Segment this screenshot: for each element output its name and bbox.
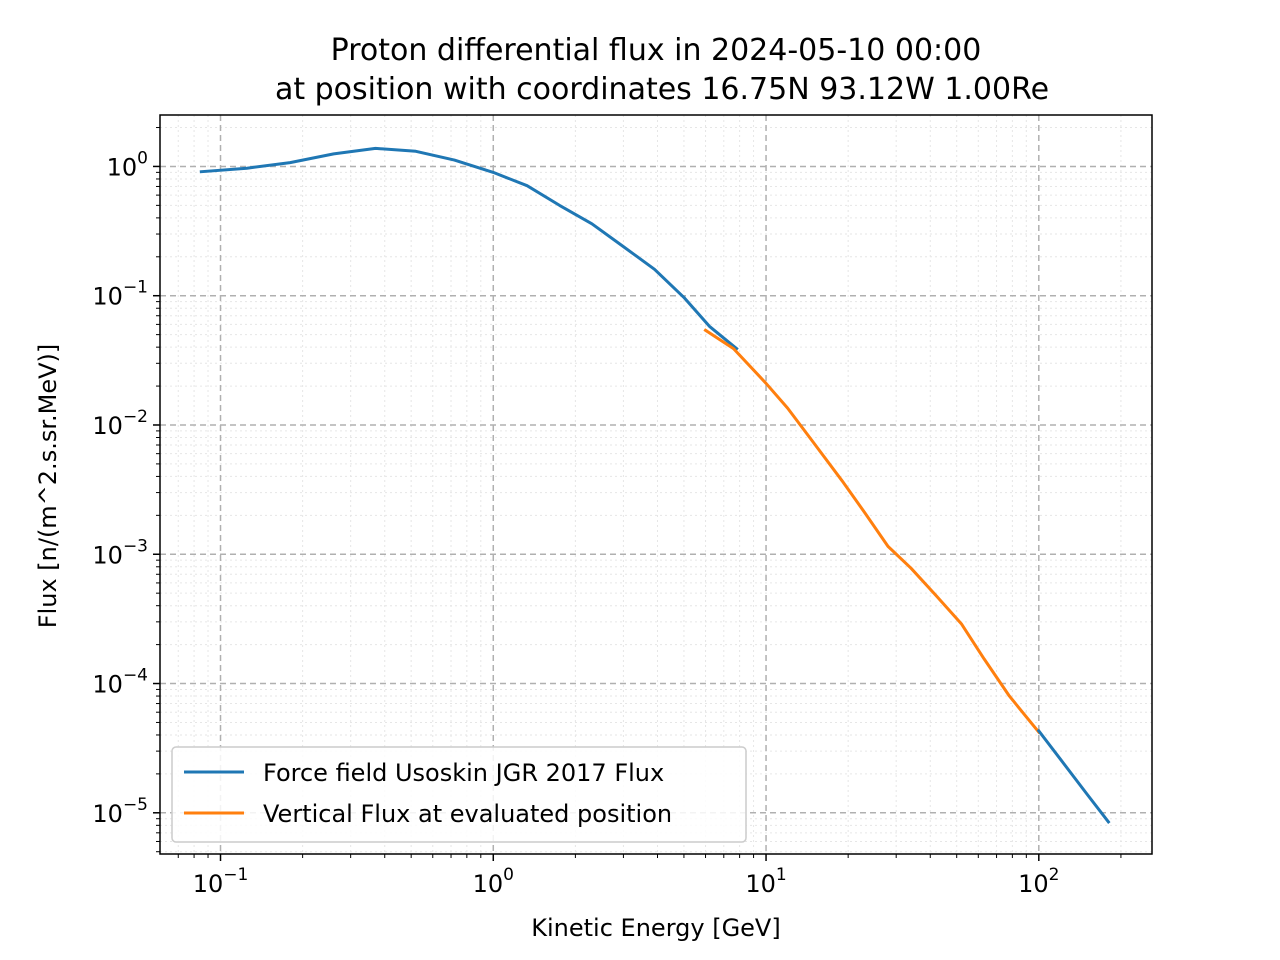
major-grid (160, 115, 1152, 854)
minor-grid (160, 115, 1152, 854)
x-tick-label: 10−1 (193, 865, 249, 898)
plot-frame (159, 114, 1153, 855)
y-tick-label: 10−4 (92, 666, 148, 699)
x-axis-label: Kinetic Energy [GeV] (531, 914, 780, 942)
legend-label-vertical-flux: Vertical Flux at evaluated position (263, 800, 672, 828)
chart-title: Proton differential flux in 2024-05-10 0… (275, 33, 1049, 107)
x-tick-label: 100 (473, 865, 514, 898)
chart-title-line1: Proton differential flux in 2024-05-10 0… (331, 33, 982, 68)
x-tick-label: 101 (745, 865, 786, 898)
x-axis-ticks: 10−1 100 101 102 (177, 854, 1122, 898)
y-tick-label: 100 (107, 148, 148, 181)
legend-box (171, 746, 747, 843)
y-tick-label: 10−2 (92, 407, 148, 440)
series-line-2 (1036, 728, 1111, 825)
series-line-1 (703, 328, 1041, 735)
y-tick-label: 10−5 (92, 795, 148, 828)
y-axis-ticks: 100 10−1 10−2 10−3 10−4 10−5 (92, 127, 160, 853)
series-line-0 (199, 146, 739, 351)
plot-lines (199, 146, 1111, 825)
x-tick-label: 102 (1018, 865, 1059, 898)
chart-title-line2: at position with coordinates 16.75N 93.1… (275, 72, 1049, 107)
legend-label-force-field: Force field Usoskin JGR 2017 Flux (263, 759, 664, 787)
y-axis-label: Flux [n/(m^2.s.sr.MeV)] (34, 344, 62, 628)
legend: Force field Usoskin JGR 2017 Flux Vertic… (171, 746, 747, 843)
y-tick-label: 10−3 (92, 536, 148, 569)
y-tick-label: 10−1 (92, 278, 148, 311)
